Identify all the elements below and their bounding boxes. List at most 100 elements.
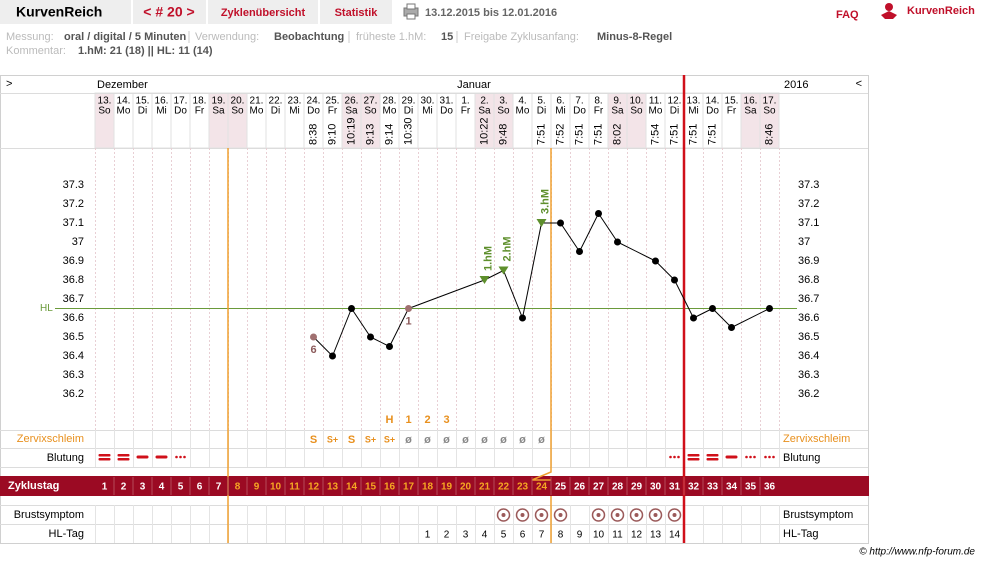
temperature-point [386,343,393,350]
info-label: Verwendung: [195,31,259,43]
tab-label[interactable]: Zyklenübersicht [221,7,306,19]
excluded-label: 1 [405,315,411,327]
date-day: 13. [687,96,701,107]
tab[interactable] [320,0,392,24]
cycle-day: 17 [403,482,415,493]
cycle-day-band [0,476,869,496]
date-day: 3. [499,96,507,107]
date-weekday: Mi [555,106,566,117]
temperature-point [728,324,735,331]
y-tick-label: 36.2 [798,388,819,400]
cycle-day: 15 [365,482,377,493]
cervix-symbol: S [348,434,355,446]
date-weekday: So [231,106,244,117]
curve-segment [351,308,371,338]
cervix-symbol: ø [424,434,431,446]
cycle-day: 8 [235,482,241,493]
phase-line [531,467,552,481]
date-weekday: Do [307,106,320,117]
row-label: Zervixschleim [783,433,850,445]
cycle-nav[interactable]: < # 20 > [143,4,194,20]
row-label: Zervixschleim [17,433,84,445]
cycle-day: 32 [688,482,700,493]
curve-segment [408,279,485,309]
temperature-point [671,276,678,284]
date-weekday: Mo [383,106,397,117]
row-label: Blutung [47,452,84,464]
note: H [386,414,394,426]
cycle-day: 31 [669,482,681,493]
cycle-day: 25 [555,482,567,493]
breast-icon [520,513,525,517]
y-tick-label: 37.2 [63,198,84,210]
y-tick-label: 36.8 [798,274,819,286]
date-weekday: Di [404,106,413,117]
bleeding-icon [117,458,130,461]
date-day: 17. [174,96,188,107]
cycle-day: 4 [159,482,165,493]
cervix-symbol: ø [519,434,526,446]
cycle-day: 11 [289,482,300,493]
date-day: 7. [575,96,583,107]
date-day: 21. [250,96,264,107]
temperature-point [367,333,374,341]
period: 13.12.2015 bis 12.01.2016 [425,7,557,19]
bleeding-icon [745,455,748,459]
date-day: 6. [556,96,564,107]
cycle-day: 2 [121,482,127,493]
cervix-symbol: ø [405,434,412,446]
date-weekday: Sa [345,106,358,117]
logo-text[interactable]: KurvenReich [907,5,975,17]
tab[interactable] [208,0,318,24]
hm-label: 3.hM [539,189,551,214]
date-weekday: Sa [744,106,757,117]
info-value: 15 [441,31,453,43]
hl-day: 9 [577,530,583,541]
nav-next[interactable]: < [856,78,862,90]
bleeding-icon [155,455,168,459]
hl-day: 7 [539,530,545,541]
hm-marker [536,219,547,227]
bleeding-icon [687,454,700,457]
date-weekday: Mi [289,106,300,117]
row-label: HL-Tag [49,528,84,540]
hl-day: 1 [425,530,431,541]
cervix-symbol: ø [500,434,507,446]
cervix-symbol: S [310,434,317,446]
cycle-day: 19 [441,482,453,493]
date-day: 4. [518,96,526,107]
tab-label[interactable]: Statistik [335,7,379,19]
bleeding-icon [706,454,719,457]
chart-frame [0,75,869,544]
breast-icon [615,513,620,517]
date-weekday: Mo [516,106,530,117]
cycle-day: 20 [460,482,472,493]
cycle-day: 26 [574,482,586,493]
hl-day: 2 [444,530,450,541]
y-tick-label: 36.6 [63,312,84,324]
cycle-day: 5 [178,482,184,493]
month-label: Januar [457,79,491,91]
cycle-chart: > < Dezember Januar 2016 Zervixschleim Z… [0,75,869,544]
bleeding-icon [175,455,178,459]
print-icon[interactable] [403,3,419,20]
date-day: 18. [193,96,207,107]
date-day: 10. [630,96,644,107]
footer[interactable]: © http://www.nfp-forum.de [859,547,975,558]
cycle-day: 27 [593,482,605,493]
cycle-day: 10 [270,482,282,493]
measure-time: 8:46 [763,124,775,145]
row-label: Blutung [783,452,820,464]
date-day: 16. [744,96,758,107]
row-label: Brustsymptom [783,509,853,521]
hl-day: 5 [501,530,507,541]
date-weekday: Do [174,106,187,117]
info-value: 1.hM: 21 (18) || HL: 11 (14) [78,45,213,57]
date-weekday: Fr [195,106,205,117]
faq-link[interactable]: FAQ [836,9,859,21]
breast-icon [501,513,506,517]
bleeding-icon [768,455,771,459]
hl-day: 14 [669,530,681,541]
cycle-day: 28 [612,482,624,493]
nav-prev[interactable]: > [6,78,12,90]
